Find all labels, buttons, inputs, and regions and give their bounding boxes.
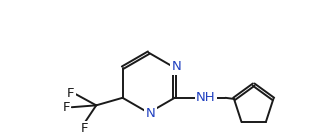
Text: NH: NH [196,91,216,104]
Text: F: F [80,122,88,135]
Text: N: N [172,60,181,73]
Text: F: F [62,101,70,114]
Text: N: N [146,107,155,120]
Text: F: F [67,87,74,100]
